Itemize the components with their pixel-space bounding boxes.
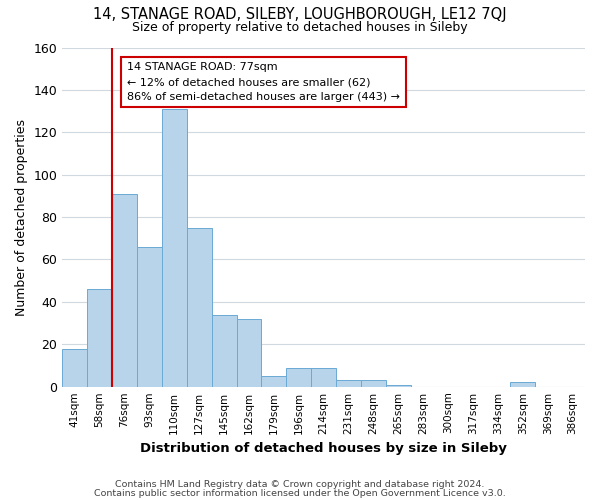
- Bar: [236, 319, 262, 386]
- Bar: [511, 382, 535, 386]
- Text: Contains HM Land Registry data © Crown copyright and database right 2024.: Contains HM Land Registry data © Crown c…: [115, 480, 485, 489]
- Text: Contains public sector information licensed under the Open Government Licence v3: Contains public sector information licen…: [94, 488, 506, 498]
- Bar: [262, 376, 286, 386]
- Bar: [212, 314, 236, 386]
- Bar: [311, 368, 336, 386]
- Bar: [386, 384, 411, 386]
- Bar: [187, 228, 212, 386]
- Bar: [286, 368, 311, 386]
- Y-axis label: Number of detached properties: Number of detached properties: [15, 118, 28, 316]
- Bar: [112, 194, 137, 386]
- Bar: [137, 247, 162, 386]
- Text: 14, STANAGE ROAD, SILEBY, LOUGHBOROUGH, LE12 7QJ: 14, STANAGE ROAD, SILEBY, LOUGHBOROUGH, …: [93, 8, 507, 22]
- Bar: [361, 380, 386, 386]
- X-axis label: Distribution of detached houses by size in Sileby: Distribution of detached houses by size …: [140, 442, 507, 455]
- Bar: [62, 348, 87, 387]
- Bar: [336, 380, 361, 386]
- Bar: [162, 109, 187, 386]
- Text: Size of property relative to detached houses in Sileby: Size of property relative to detached ho…: [132, 21, 468, 34]
- Bar: [87, 289, 112, 386]
- Text: 14 STANAGE ROAD: 77sqm
← 12% of detached houses are smaller (62)
86% of semi-det: 14 STANAGE ROAD: 77sqm ← 12% of detached…: [127, 62, 400, 102]
